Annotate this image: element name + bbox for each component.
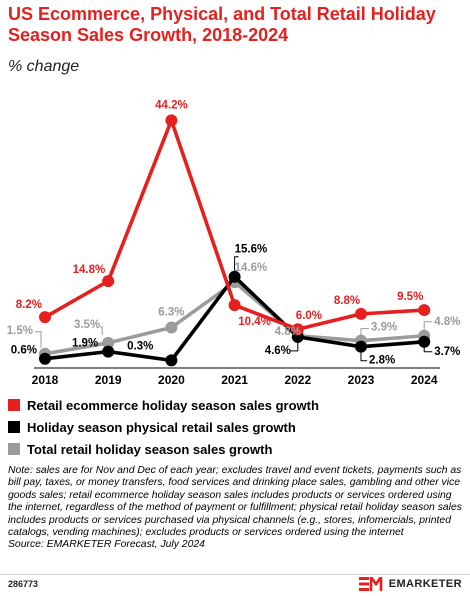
leader-line-2-2023 — [360, 328, 369, 337]
data-label-total-2019: 3.5% — [74, 319, 100, 331]
line-chart: 2018 2019 2020 2021 2022 2023 2024 8.2% 14.8% 44… — [7, 99, 461, 387]
source-text: Source: EMARKETER Forecast, July 2024 — [8, 539, 205, 551]
series-line-ecommerce — [44, 118, 425, 331]
data-point-ecommerce-2023 — [355, 307, 367, 320]
legend-label-ecommerce: Retail ecommerce holiday season sales gr… — [27, 397, 319, 413]
emarketer-logo-icon — [358, 577, 383, 591]
leader-line-1-2024 — [423, 345, 433, 353]
data-label-physical-2019: 1.9% — [72, 338, 98, 350]
x-tick-label-2022: 2022 — [284, 373, 311, 387]
data-label-physical-2024: 3.7% — [434, 346, 460, 358]
series-line-physical — [44, 274, 425, 363]
data-label-physical-2023: 2.8% — [369, 355, 395, 367]
data-label-total-2022: 4.8% — [275, 326, 301, 338]
x-tick-label-2021: 2021 — [221, 373, 248, 387]
data-point-ecommerce-2021 — [228, 299, 241, 312]
data-label-ecommerce-2021: 10.4% — [238, 316, 271, 328]
x-tick-label-2019: 2019 — [95, 373, 122, 387]
legend-swatch-ecommerce — [8, 399, 20, 411]
legend-item-physical: Holiday season physical retail sales gro… — [8, 416, 319, 438]
data-label-total-2024: 4.8% — [434, 316, 460, 328]
data-label-ecommerce-2024: 9.5% — [397, 291, 423, 303]
data-point-physical-2021 — [228, 270, 241, 283]
data-label-total-2018: 1.5% — [7, 325, 33, 337]
legend-item-total: Total retail holiday season sales growth — [8, 438, 319, 460]
note-text: Note: sales are for Nov and Dec of each … — [8, 465, 462, 539]
x-tick-label-2018: 2018 — [32, 373, 59, 387]
data-label-physical-2022: 4.6% — [265, 345, 291, 357]
data-point-ecommerce-2024 — [418, 304, 431, 317]
data-label-physical-2018: 0.6% — [11, 345, 37, 357]
data-point-physical-2020 — [165, 354, 178, 367]
leader-line-1-2022 — [289, 340, 299, 352]
data-point-ecommerce-2020 — [165, 114, 178, 127]
leader-line-2-2024 — [423, 321, 433, 332]
brand: EMARKETER — [358, 577, 462, 591]
data-label-ecommerce-2023: 8.8% — [334, 295, 360, 307]
series-line-total — [44, 280, 425, 356]
data-label-total-2021: 14.6% — [235, 262, 268, 274]
data-point-total-2019 — [102, 336, 115, 349]
data-label-total-2023: 3.9% — [371, 322, 397, 334]
legend-swatch-total — [8, 443, 20, 455]
data-label-physical-2020: 0.3% — [127, 340, 153, 352]
data-point-physical-2024 — [418, 335, 431, 348]
data-point-total-2020 — [165, 321, 178, 334]
brand-name: EMARKETER — [388, 578, 462, 590]
chart-notes: Note: sales are for Nov and Dec of each … — [8, 465, 464, 552]
data-label-ecommerce-2022: 6.0% — [296, 310, 322, 322]
leader-line-2-2019 — [100, 326, 103, 335]
legend-label-total: Total retail holiday season sales growth — [27, 441, 273, 457]
data-label-ecommerce-2019: 14.8% — [73, 264, 106, 276]
legend-item-ecommerce: Retail ecommerce holiday season sales gr… — [8, 394, 319, 416]
leader-line-1-2023 — [360, 350, 367, 362]
data-point-physical-2018 — [39, 352, 51, 365]
legend-swatch-physical — [8, 421, 20, 433]
data-label-total-2020: 6.3% — [158, 307, 184, 319]
x-tick-label-2024: 2024 — [411, 373, 438, 387]
x-tick-label-2023: 2023 — [348, 373, 375, 387]
data-point-ecommerce-2019 — [102, 275, 115, 288]
chart-subtitle: % change — [8, 58, 80, 75]
data-label-physical-2021: 15.6% — [235, 244, 268, 256]
footer-divider — [0, 574, 470, 575]
chart-title: US Ecommerce, Physical, and Total Retail… — [8, 4, 436, 45]
leader-line-2-2018 — [35, 331, 42, 348]
data-label-ecommerce-2018: 8.2% — [16, 299, 42, 311]
legend-label-physical: Holiday season physical retail sales gro… — [27, 419, 296, 435]
data-point-physical-2023 — [355, 340, 367, 353]
chart-legend: Retail ecommerce holiday season sales gr… — [8, 394, 319, 460]
data-label-ecommerce-2020: 44.2% — [155, 99, 188, 111]
x-tick-label-2020: 2020 — [158, 373, 185, 387]
chart-id: 286773 — [8, 579, 39, 589]
leader-line-1-2021 — [234, 256, 239, 271]
data-point-ecommerce-2018 — [39, 311, 51, 324]
data-point-physical-2019 — [102, 345, 115, 358]
